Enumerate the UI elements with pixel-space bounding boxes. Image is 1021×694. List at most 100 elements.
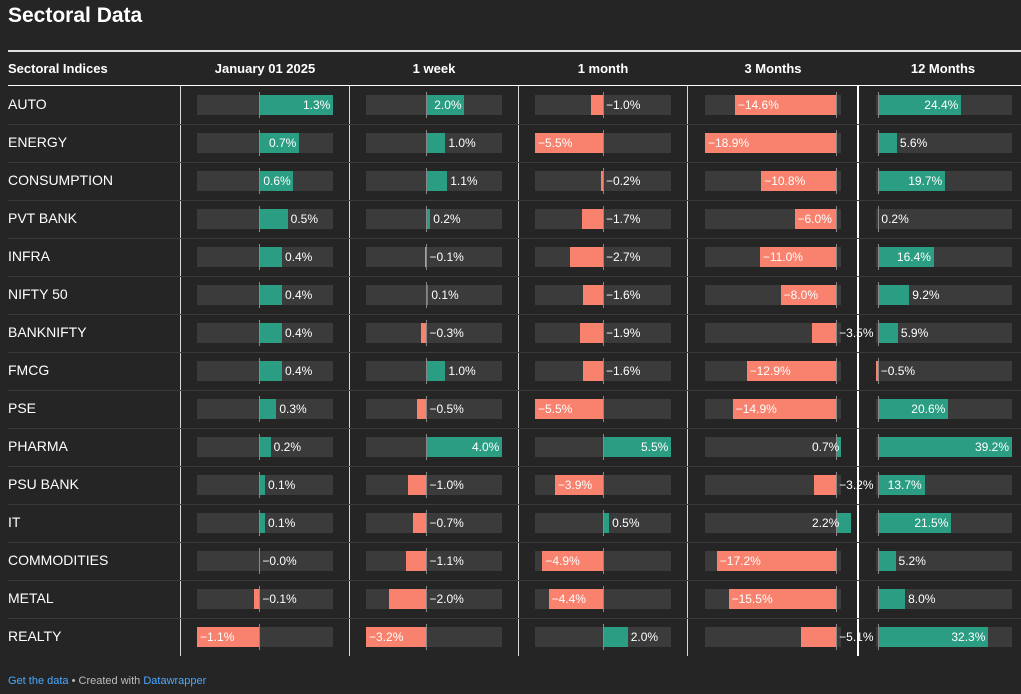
zero-line: [426, 168, 428, 194]
value-label: −4.9%: [545, 554, 580, 568]
column-header-3-months[interactable]: 3 Months: [744, 61, 802, 76]
row-separator: [8, 314, 1021, 315]
bar-track: 5.9%: [876, 320, 1012, 346]
bar-track: 5.2%: [876, 548, 1012, 574]
zero-line: [836, 396, 838, 422]
bar-track: 2.0%: [366, 92, 502, 118]
column-header-12-months[interactable]: 12 Months: [910, 61, 976, 76]
zero-line: [836, 206, 838, 232]
zero-line: [836, 92, 838, 118]
bar-track: 0.7%: [197, 130, 333, 156]
bar-track: −0.2%: [535, 168, 671, 194]
zero-line: [426, 358, 428, 384]
value-label: 0.1%: [268, 516, 296, 530]
column-header-1-week[interactable]: 1 week: [412, 61, 456, 76]
value-bar: [780, 285, 837, 305]
bar-track: −3.2%: [366, 624, 502, 650]
value-bar: [420, 323, 427, 343]
value-label: −14.9%: [735, 402, 777, 416]
zero-line: [877, 434, 879, 460]
bar-track: 0.1%: [197, 510, 333, 536]
row-separator: [8, 580, 1021, 581]
bar-track: 39.2%: [876, 434, 1012, 460]
column-divider: [180, 86, 181, 656]
zero-line: [877, 320, 879, 346]
value-label: −2.7%: [606, 250, 641, 264]
bar-track: 1.3%: [197, 92, 333, 118]
zero-line: [426, 320, 428, 346]
zero-line: [426, 510, 428, 536]
zero-line: [877, 130, 879, 156]
value-bar: [426, 437, 502, 457]
value-bar: [424, 247, 427, 267]
value-label: −1.9%: [606, 326, 641, 340]
value-label: 0.4%: [285, 326, 313, 340]
value-bar: [600, 171, 603, 191]
value-bar: [877, 589, 906, 609]
value-label: 39.2%: [975, 440, 1010, 454]
column-divider: [857, 86, 859, 656]
get-the-data-link[interactable]: Get the data: [8, 675, 69, 687]
bar-track: 2.0%: [535, 624, 671, 650]
value-label: 5.9%: [900, 326, 929, 340]
value-label: 0.4%: [285, 250, 313, 264]
value-label: 5.2%: [898, 554, 926, 568]
bar-track: 9.2%: [876, 282, 1012, 308]
bar-track: −2.0%: [366, 586, 502, 612]
value-label: −0.5%: [880, 364, 916, 378]
bar-track: −4.4%: [535, 586, 671, 612]
value-bar: [877, 133, 897, 153]
column-header-1-month[interactable]: 1 month: [577, 61, 629, 76]
row-separator: [8, 162, 1021, 163]
bar-track: −0.3%: [366, 320, 502, 346]
bar-track: −1.0%: [535, 92, 671, 118]
zero-line: [877, 586, 879, 612]
footer-separator: • Created with: [68, 675, 144, 687]
datawrapper-link[interactable]: Datawrapper: [143, 675, 207, 687]
value-bar: [581, 209, 603, 229]
value-bar: [407, 475, 427, 495]
value-bar: [877, 475, 925, 495]
zero-line: [836, 244, 838, 270]
value-label: 20.6%: [911, 402, 946, 416]
bar-track: 0.1%: [197, 472, 333, 498]
value-bar: [877, 627, 989, 647]
value-label: 0.1%: [431, 288, 459, 302]
value-bar: [535, 399, 603, 419]
value-bar: [734, 95, 837, 115]
bar-track: 0.6%: [197, 168, 333, 194]
value-bar: [405, 551, 427, 571]
zero-line: [836, 320, 838, 346]
bar-track: −2.7%: [535, 244, 671, 270]
value-label: −4.4%: [551, 592, 586, 606]
zero-line: [877, 206, 879, 232]
zero-line: [836, 130, 838, 156]
value-label: −11.0%: [762, 250, 803, 264]
value-bar: [583, 361, 603, 381]
zero-line: [877, 548, 879, 574]
row-header[interactable]: Sectoral Indices: [8, 61, 108, 76]
zero-line: [259, 244, 261, 270]
zero-line: [259, 168, 261, 194]
value-label: −1.1%: [429, 554, 464, 568]
zero-line: [603, 472, 604, 498]
bar-track: 0.5%: [197, 206, 333, 232]
value-bar: [836, 513, 852, 533]
value-label: −3.2%: [369, 630, 404, 644]
value-label: 0.5%: [612, 516, 640, 530]
value-bar: [426, 361, 446, 381]
column-divider: [687, 86, 688, 656]
value-label: −12.9%: [749, 364, 791, 378]
zero-line: [836, 624, 838, 650]
row-label: CONSUMPTION: [8, 172, 113, 188]
column-header-january-01-2025[interactable]: January 01 2025: [214, 61, 316, 76]
value-label: 1.3%: [303, 98, 331, 112]
value-label: 9.2%: [912, 288, 940, 302]
bar-track: −1.0%: [366, 472, 502, 498]
bar-track: −5.1%: [705, 624, 874, 650]
value-label: −2.0%: [429, 592, 464, 606]
bar-track: −0.5%: [876, 358, 1012, 384]
bar-track: −10.8%: [705, 168, 841, 194]
value-bar: [579, 323, 603, 343]
zero-line: [259, 396, 261, 422]
